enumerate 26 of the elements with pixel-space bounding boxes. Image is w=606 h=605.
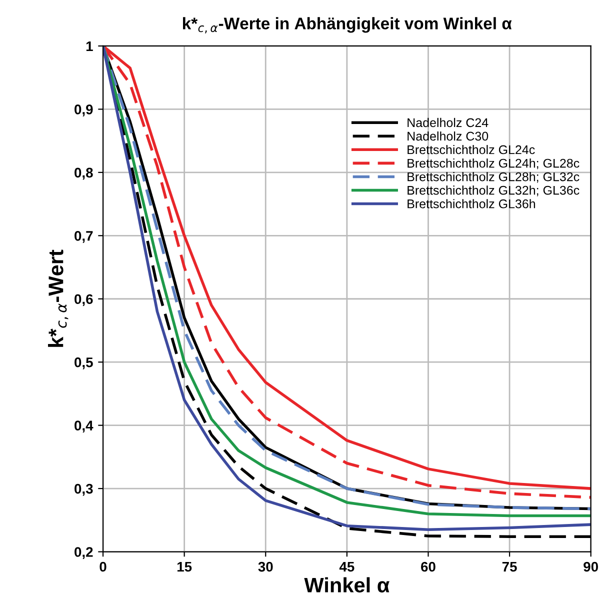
y-tick-label: 0,9 bbox=[74, 104, 93, 116]
y-tick-label: 0,6 bbox=[74, 294, 93, 306]
x-tick-label: 0 bbox=[100, 562, 106, 572]
legend-label: Nadelholz C24 bbox=[408, 118, 488, 128]
x-tick-label: 45 bbox=[339, 562, 354, 572]
y-axis-title: k*$_{c,α}$-Wert bbox=[48, 250, 68, 347]
legend-label: Brettschichtholz GL28h; GL32c bbox=[408, 172, 580, 183]
y-tick-label: 0,7 bbox=[74, 230, 93, 243]
y-tick-label: 0,8 bbox=[74, 168, 93, 180]
y-tick-label: 0,2 bbox=[74, 547, 93, 559]
y-tick-label: 1 bbox=[86, 41, 93, 52]
legend-label: Brettschichtholz GL36h bbox=[408, 199, 536, 208]
x-axis-title: Winkel α bbox=[304, 577, 390, 593]
legend-label: Brettschichtholz GL32h; GL36c bbox=[408, 186, 580, 196]
y-tick-label: 0,5 bbox=[74, 357, 93, 370]
x-tick-label: 90 bbox=[584, 562, 598, 572]
chart-title: k*$_{c,α}$-Werte in Abhängigkeit vom Winkel α bbox=[183, 17, 512, 34]
x-tick-label: 15 bbox=[177, 562, 192, 572]
x-tick-label: 60 bbox=[421, 562, 436, 572]
y-tick-label: 0,3 bbox=[74, 484, 93, 496]
legend-label: Brettschichtholz GL24c bbox=[408, 144, 535, 154]
x-tick-label: 30 bbox=[258, 562, 273, 572]
x-tick-label: 75 bbox=[502, 562, 517, 572]
legend-label: Brettschichtholz GL24h; GL28c bbox=[408, 158, 580, 170]
y-tick-label: 0,4 bbox=[74, 420, 94, 432]
legend-label: Nadelholz C30 bbox=[408, 131, 488, 141]
